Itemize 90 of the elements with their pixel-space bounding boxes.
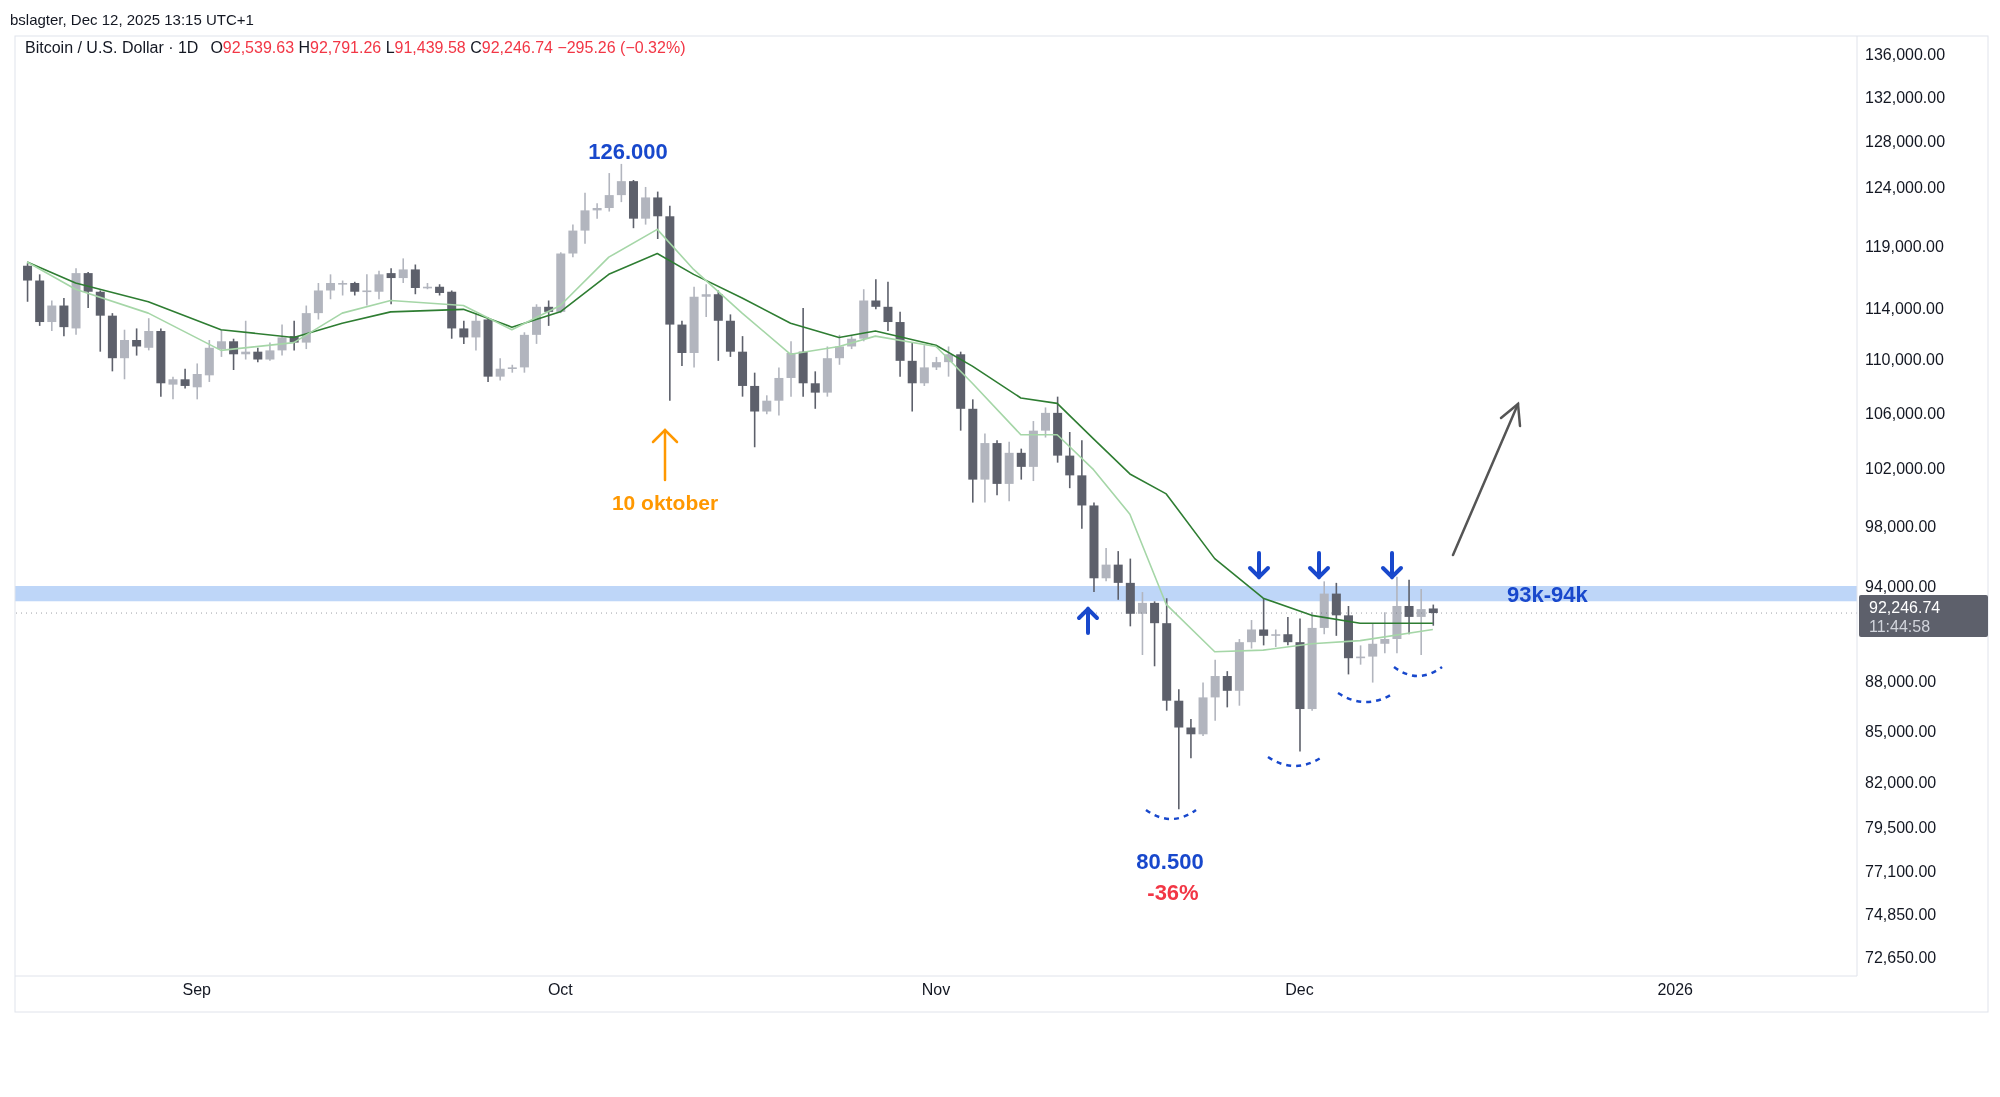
x-tick-label: Dec: [1285, 981, 1314, 999]
chart-subtitle: O92,539.63 H92,791.26 L91,439.58 C92,246.74 −295.26 (−0.32%): [210, 39, 686, 56]
text: bslagter, Dec 12, 2025 13:15 UTC+1: [10, 11, 254, 28]
candlestick: [459, 319, 469, 345]
candlestick: [568, 223, 578, 258]
candlestick: [168, 375, 178, 401]
candlestick: [701, 283, 711, 318]
candlestick: [471, 312, 481, 352]
y-tick-label: 85,000.00: [1865, 722, 1937, 740]
candlestick: [774, 366, 784, 417]
candlestick: [144, 317, 154, 352]
annotation: 126.000: [588, 138, 668, 164]
candlestick: [374, 269, 384, 301]
candlestick: [653, 190, 663, 240]
annotation: 80.500: [1136, 848, 1204, 874]
text: 11:44:58: [1869, 618, 1931, 636]
ref-line-label: 92,246.74: [1869, 599, 1941, 617]
candlestick: [1101, 547, 1111, 583]
candlestick: [1380, 611, 1390, 655]
candlestick: [1331, 582, 1341, 637]
candlestick: [47, 299, 57, 332]
candlestick: [1283, 616, 1293, 647]
candlestick: [59, 297, 69, 337]
y-tick-label: 77,100.00: [1865, 863, 1937, 881]
candlestick: [1368, 622, 1378, 684]
candlestick: [810, 370, 820, 410]
candlestick: [83, 271, 93, 309]
candlestick: [604, 172, 614, 213]
candlestick: [180, 367, 190, 390]
candlestick: [580, 191, 590, 245]
candlestick: [616, 163, 626, 203]
y-tick-label: 82,000.00: [1865, 774, 1937, 792]
annotation: -36%: [1147, 879, 1199, 905]
candlestick: [762, 394, 772, 416]
candlestick: [398, 257, 408, 284]
annotation: 10 oktober: [611, 490, 719, 514]
candlestick: [871, 278, 881, 311]
candlestick: [192, 362, 202, 401]
x-tick-label: Nov: [921, 981, 951, 999]
candlestick: [919, 344, 929, 387]
candlestick: [1016, 447, 1026, 481]
y-tick-label: 106,000.00: [1865, 404, 1946, 422]
candlestick: [641, 186, 651, 226]
y-tick-label: 119,000.00: [1865, 237, 1944, 255]
candlestick: [1150, 600, 1160, 668]
candlestick: [907, 341, 917, 413]
y-tick-label: 98,000.00: [1865, 517, 1937, 535]
candlestick: [132, 327, 142, 357]
y-tick-label: 94,000.00: [1865, 577, 1937, 595]
candlestick: [362, 273, 372, 307]
candlestick: [1428, 603, 1438, 627]
y-tick-label: 124,000.00: [1865, 178, 1946, 196]
candlestick: [1416, 588, 1426, 656]
candlestick: [23, 262, 33, 303]
candlestick: [1065, 431, 1075, 489]
y-tick-label: 132,000.00: [1865, 88, 1946, 106]
candlestick: [216, 328, 226, 358]
y-tick-label: 114,000.00: [1865, 299, 1944, 317]
y-tick-label: 74,850.00: [1865, 905, 1937, 923]
candlestick: [313, 282, 323, 321]
candlestick: [1247, 619, 1257, 650]
y-tick-label: 128,000.00: [1865, 132, 1946, 150]
candlestick: [1137, 591, 1147, 656]
candlestick: [410, 263, 420, 296]
band-label: 93k-94k: [1507, 581, 1589, 607]
candlestick: [1113, 550, 1123, 601]
y-tick-label: 136,000.00: [1865, 45, 1946, 63]
candlestick: [1222, 670, 1232, 709]
candlestick: [120, 328, 130, 381]
x-tick-label: 2026: [1657, 981, 1694, 999]
y-tick-label: 88,000.00: [1865, 672, 1937, 690]
y-tick-label: 72,650.00: [1865, 948, 1937, 966]
y-tick-label: 110,000.00: [1865, 351, 1944, 369]
candlestick: [507, 363, 517, 374]
candlestick: [1259, 597, 1269, 647]
x-tick-label: Sep: [182, 981, 212, 999]
y-tick-label: 79,500.00: [1865, 818, 1937, 836]
candlestick: [265, 341, 275, 362]
candlestick: [834, 334, 844, 366]
candlestick: [386, 267, 396, 306]
chart-title: Bitcoin / U.S. Dollar · 1D: [25, 39, 199, 56]
candlestick: [1041, 406, 1051, 439]
y-tick-label: 102,000.00: [1865, 459, 1946, 477]
candlestick: [495, 357, 505, 382]
candlestick: [1271, 628, 1281, 648]
candlestick: [326, 273, 336, 301]
candlestick: [95, 289, 105, 353]
candlestick: [883, 280, 893, 332]
x-tick-label: Oct: [547, 981, 574, 999]
candlestick: [1210, 659, 1220, 722]
